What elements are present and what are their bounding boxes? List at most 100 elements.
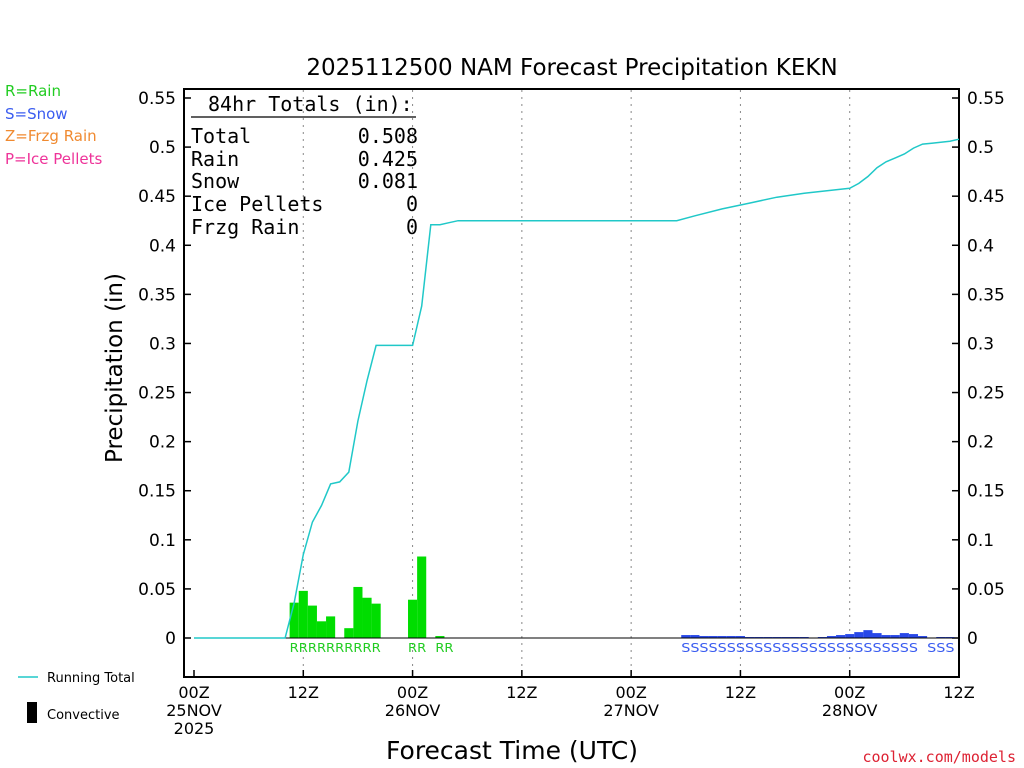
totals-row-value: 0.508: [358, 124, 418, 148]
y-tick-label-right: 0.2: [967, 433, 994, 453]
precip-bar: [899, 633, 909, 638]
y-tick-label-right: 0.25: [967, 384, 1005, 404]
precip-bar: [708, 636, 718, 638]
precip-bar: [690, 635, 700, 638]
series-legend: Running Total Convective: [18, 671, 135, 723]
precip-bars: [289, 556, 955, 639]
y-tick-label-left: 0.55: [138, 89, 176, 109]
y-tick-label-right: 0.55: [967, 89, 1005, 109]
precip-bar: [316, 621, 327, 638]
y-tick-label-right: 0.35: [967, 285, 1005, 305]
precip-bar: [908, 634, 919, 638]
running-total-legend-label: Running Total: [47, 671, 135, 686]
precip-bar: [872, 633, 882, 638]
x-tick-label: 12Z: [288, 683, 319, 702]
y-tick-label-left: 0.15: [138, 482, 176, 502]
totals-row-label: Snow: [191, 169, 240, 193]
y-tick-label-right: 0.1: [967, 531, 994, 551]
precip-bar: [326, 616, 336, 638]
running-total-line: [194, 138, 960, 639]
precip-bar: [408, 599, 418, 638]
totals-row-label: Total: [191, 124, 251, 148]
totals-row-value: 0.081: [358, 169, 418, 193]
x-tick-label: 27NOV: [603, 701, 659, 720]
precip-bar: [298, 590, 308, 638]
credit-text: coolwx.com/models: [862, 748, 1016, 766]
precip-bar: [717, 636, 727, 638]
precip-bar: [417, 556, 427, 638]
x-tick-label: 25NOV: [166, 701, 222, 720]
y-tick-label-left: 0.1: [149, 531, 176, 551]
precip-type-legend: R=Rain S=Snow Z=Frzg Rain P=Ice Pellets: [5, 82, 102, 168]
precip-type-label: SSSSSSSSSSSSSSSSSSSSSSSSSS: [681, 641, 918, 655]
plot-frame: [183, 88, 960, 678]
x-tick-label: 00Z: [397, 683, 428, 702]
x-tick-label: 00Z: [834, 683, 865, 702]
y-tick-label-left: 0.5: [149, 138, 176, 158]
x-tick-label: 12Z: [725, 683, 756, 702]
y-tick-label-right: 0.05: [967, 580, 1005, 600]
y-tick-label-right: 0.3: [967, 334, 994, 354]
precip-bar: [881, 635, 891, 638]
precip-type-label: RRRRRRRRRR: [290, 641, 381, 655]
precip-bar: [353, 586, 363, 638]
y-tick-label-right: 0.5: [967, 138, 994, 158]
y-tick-label-left: 0.3: [149, 334, 176, 354]
precip-bar: [845, 634, 855, 638]
totals-box: 84hr Totals (in): Total 0.508 Rain 0.425…: [191, 92, 418, 239]
axis-ticks: 0 00.05 0.050.1 0.10.15 0.150.2 0.20.25 0.250.…: [138, 89, 1005, 677]
totals-row-label: Ice Pellets: [191, 192, 323, 216]
x-tick-label: 12Z: [506, 683, 537, 702]
legend-snow: S=Snow: [5, 105, 68, 123]
totals-row-value: 0.425: [358, 147, 418, 171]
precip-type-label: RR: [408, 641, 426, 655]
y-tick-label-left: 0.25: [138, 384, 176, 404]
running-total-group: [194, 138, 960, 639]
y-tick-label-left: 0.4: [149, 236, 176, 256]
y-axis-label: Precipitation (in): [102, 273, 128, 463]
precip-bar: [362, 597, 372, 638]
totals-row-value: 0: [406, 192, 418, 216]
precip-bar: [918, 636, 928, 638]
totals-heading: 84hr Totals (in):: [208, 92, 413, 116]
y-tick-label-left: 0.2: [149, 433, 176, 453]
y-tick-label-right: 0.45: [967, 187, 1005, 207]
convective-legend-label: Convective: [47, 708, 120, 723]
x-tick-label: 12Z: [943, 683, 974, 702]
totals-row-value: 0: [406, 215, 418, 239]
y-tick-label-right: 0.4: [967, 236, 994, 256]
precip-bar: [307, 605, 317, 638]
precip-bar: [371, 603, 381, 638]
precip-bar: [836, 635, 846, 638]
convective-legend-swatch: [27, 702, 37, 723]
precip-bar: [735, 636, 745, 638]
precip-bar: [863, 630, 873, 638]
totals-row-label: Rain: [191, 147, 239, 171]
y-tick-label-left: 0.05: [138, 580, 176, 600]
chart-title: 2025112500 NAM Forecast Precipitation KE…: [306, 55, 837, 81]
precip-bar: [289, 602, 299, 638]
precip-bar: [826, 636, 837, 638]
x-tick-label: 26NOV: [385, 701, 441, 720]
precip-type-label: RR: [435, 641, 453, 655]
x-tick-label: 00Z: [178, 683, 209, 702]
precip-bar: [726, 636, 736, 638]
y-tick-label-left: 0.45: [138, 187, 176, 207]
y-tick-label-right: 0: [967, 629, 978, 649]
precip-bar: [435, 636, 445, 638]
precip-bar: [890, 635, 900, 638]
precip-type-labels: RRRRRRRRRR RR RR SSSSSSSSSSSSSSSSSSSSSSSSSS…: [290, 641, 955, 655]
x-tick-label: 2025: [174, 719, 215, 738]
x-tick-label: 28NOV: [822, 701, 878, 720]
y-tick-label-left: 0.35: [138, 285, 176, 305]
totals-row-label: Frzg Rain: [191, 215, 299, 239]
x-axis-label: Forecast Time (UTC): [386, 736, 638, 765]
y-tick-label-left: 0: [165, 629, 176, 649]
legend-frzg-rain: Z=Frzg Rain: [5, 127, 97, 145]
y-tick-label-right: 0.15: [967, 482, 1005, 502]
legend-ice-pellets: P=Ice Pellets: [5, 150, 102, 168]
precip-type-label: SSS: [927, 641, 954, 655]
precip-bar: [681, 635, 691, 638]
